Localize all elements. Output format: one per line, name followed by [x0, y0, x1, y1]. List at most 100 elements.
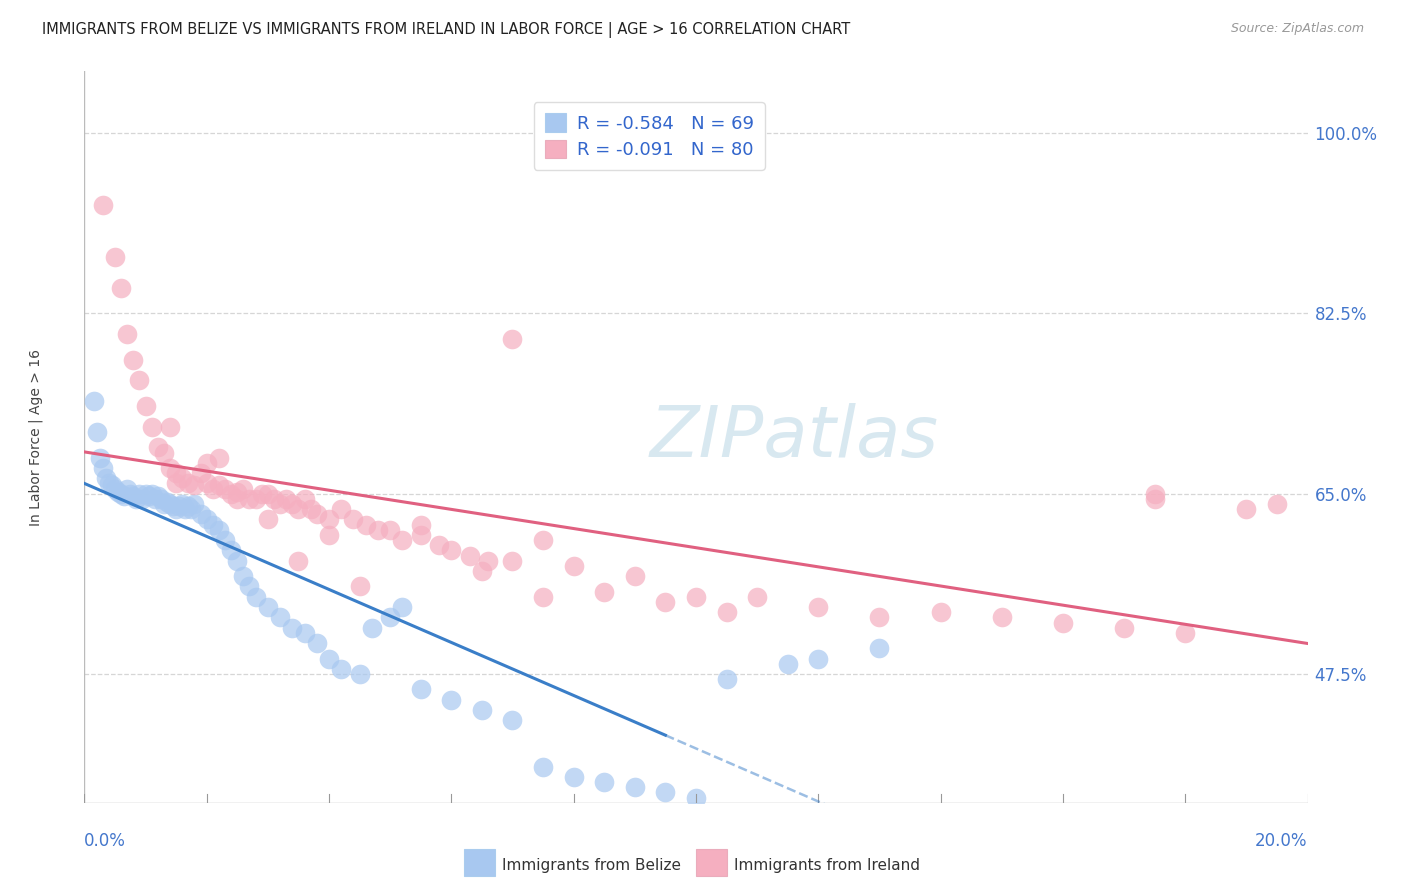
Point	[110, 281, 132, 295]
Point	[153, 445, 176, 459]
Point	[440, 693, 463, 707]
Point	[86, 425, 108, 439]
Point	[807, 651, 830, 665]
Point	[562, 558, 585, 573]
Point	[201, 482, 224, 496]
Point	[391, 600, 413, 615]
Point	[471, 703, 494, 717]
Text: 20.0%: 20.0%	[1256, 832, 1308, 850]
Point	[172, 497, 194, 511]
Point	[149, 491, 172, 506]
Point	[349, 667, 371, 681]
Point	[685, 790, 707, 805]
Point	[195, 456, 218, 470]
Point	[238, 491, 260, 506]
Point	[391, 533, 413, 547]
Point	[190, 508, 212, 522]
Point	[180, 502, 202, 516]
Point	[159, 419, 181, 434]
Point	[156, 495, 179, 509]
Point	[162, 499, 184, 513]
Point	[122, 352, 145, 367]
Point	[122, 489, 145, 503]
Point	[305, 636, 328, 650]
Point	[257, 600, 280, 615]
Point	[257, 487, 280, 501]
Point	[226, 491, 249, 506]
Point	[183, 478, 205, 492]
Point	[91, 198, 114, 212]
Point	[354, 517, 377, 532]
Point	[318, 651, 340, 665]
Point	[201, 517, 224, 532]
Point	[165, 466, 187, 480]
Point	[177, 499, 200, 513]
Point	[165, 502, 187, 516]
Point	[929, 605, 952, 619]
Point	[502, 332, 524, 346]
Point	[257, 512, 280, 526]
Point	[138, 489, 160, 503]
Point	[380, 610, 402, 624]
Point	[1236, 502, 1258, 516]
Point	[294, 491, 316, 506]
Point	[318, 528, 340, 542]
Point	[146, 441, 169, 455]
Point	[115, 482, 138, 496]
Point	[167, 499, 190, 513]
Point	[305, 508, 328, 522]
Point	[183, 497, 205, 511]
Point	[263, 491, 285, 506]
Point	[146, 489, 169, 503]
Point	[367, 523, 389, 537]
Text: IMMIGRANTS FROM BELIZE VS IMMIGRANTS FROM IRELAND IN LABOR FORCE | AGE > 16 CORR: IMMIGRANTS FROM BELIZE VS IMMIGRANTS FRO…	[42, 22, 851, 38]
Point	[165, 476, 187, 491]
Point	[120, 487, 142, 501]
Point	[143, 491, 166, 506]
Point	[299, 502, 322, 516]
Point	[330, 502, 353, 516]
Point	[409, 517, 432, 532]
Point	[716, 605, 738, 619]
Point	[1174, 625, 1197, 640]
Point	[531, 590, 554, 604]
Point	[214, 533, 236, 547]
Point	[294, 625, 316, 640]
Point	[1114, 621, 1136, 635]
Point	[269, 497, 291, 511]
Point	[716, 672, 738, 686]
Point	[287, 554, 309, 568]
Point	[172, 471, 194, 485]
Point	[97, 476, 120, 491]
Point	[531, 760, 554, 774]
Point	[115, 327, 138, 342]
Text: Source: ZipAtlas.com: Source: ZipAtlas.com	[1230, 22, 1364, 36]
Point	[112, 489, 135, 503]
Point	[245, 491, 267, 506]
Point	[89, 450, 111, 465]
Point	[380, 523, 402, 537]
Point	[1143, 491, 1166, 506]
Point	[159, 461, 181, 475]
Point	[624, 780, 647, 795]
Point	[502, 554, 524, 568]
Text: 0.0%: 0.0%	[84, 832, 127, 850]
Point	[195, 512, 218, 526]
Point	[219, 543, 242, 558]
Point	[562, 770, 585, 784]
Point	[440, 543, 463, 558]
Point	[349, 579, 371, 593]
Point	[83, 394, 105, 409]
Point	[226, 484, 249, 499]
Point	[91, 461, 114, 475]
Point	[330, 662, 353, 676]
Point	[219, 487, 242, 501]
Point	[281, 497, 304, 511]
Point	[1265, 497, 1288, 511]
Point	[232, 569, 254, 583]
Point	[104, 250, 127, 264]
Point	[276, 491, 298, 506]
Point	[1143, 487, 1166, 501]
Point	[471, 564, 494, 578]
Point	[531, 533, 554, 547]
